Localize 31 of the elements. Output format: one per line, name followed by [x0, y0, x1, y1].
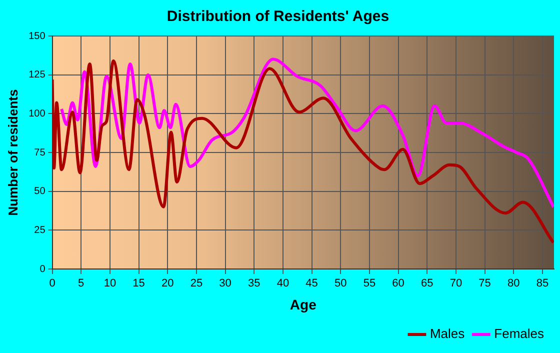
- y-tick-label: 25: [34, 224, 46, 236]
- line-series: [60, 58, 554, 208]
- legend-label: Males: [430, 326, 466, 342]
- x-tick-label: 0: [49, 278, 56, 290]
- x-tick-label: 5: [78, 278, 84, 290]
- x-tick-label: 15: [132, 278, 145, 290]
- y-axis-title: Number of residents: [5, 89, 20, 216]
- y-tick-label: 125: [28, 70, 46, 81]
- x-tick-label: 35: [248, 278, 260, 290]
- x-tick-label: 40: [276, 278, 290, 290]
- x-tick-label: 30: [219, 278, 232, 290]
- x-tick-label: 65: [421, 278, 434, 290]
- x-axis-title: Age: [290, 296, 317, 312]
- x-tick-label: 10: [104, 278, 116, 290]
- y-tick-label: 75: [34, 147, 46, 158]
- x-tick-label: 45: [306, 278, 318, 290]
- y-tick-label: 0: [40, 264, 46, 275]
- x-tick-label: 75: [478, 278, 491, 290]
- y-tick-label: 150: [28, 30, 46, 42]
- y-tick-label: 100: [28, 108, 46, 120]
- x-tick-label: 60: [392, 278, 404, 290]
- y-tick-label: 50: [34, 186, 46, 198]
- x-tick-label: 25: [190, 278, 203, 290]
- x-tick-label: 85: [536, 278, 549, 290]
- x-tick-label: 70: [450, 278, 462, 290]
- chart-title: Distribution of Residents' Ages: [166, 8, 390, 26]
- x-tick-label: 80: [508, 278, 520, 290]
- x-tick-label: 20: [161, 278, 174, 290]
- legend-label: Females: [494, 326, 544, 342]
- x-tick-label: 55: [363, 278, 376, 290]
- x-tick-label: 50: [334, 278, 347, 290]
